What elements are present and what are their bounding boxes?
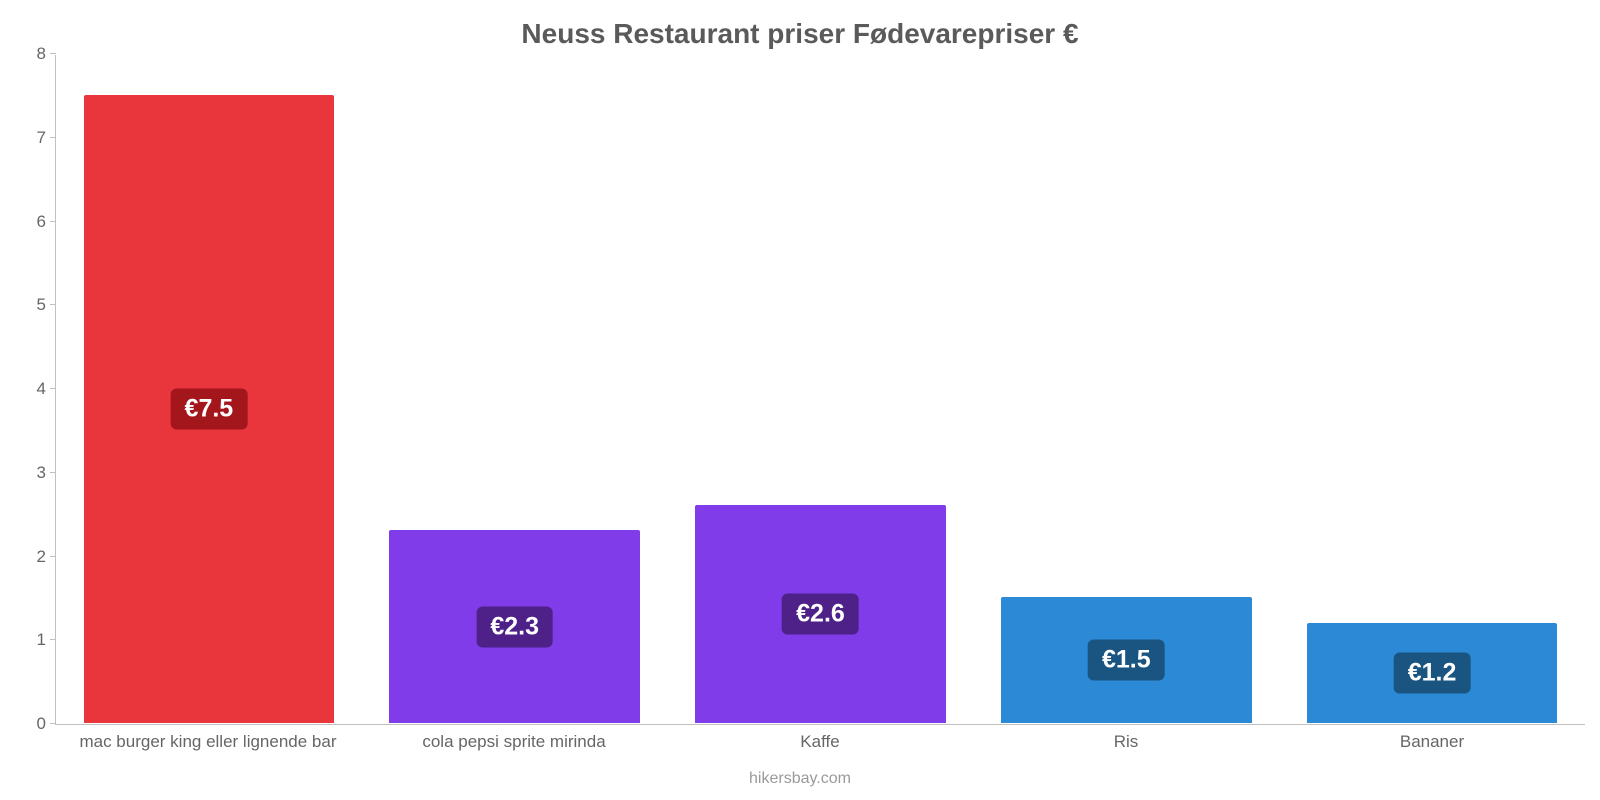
- bar-value-label: €7.5: [171, 388, 248, 429]
- y-tick-mark: [50, 556, 56, 557]
- y-tick-label: 2: [37, 547, 46, 567]
- y-tick-mark: [50, 388, 56, 389]
- price-bar-chart: Neuss Restaurant priser Fødevarepriser €…: [0, 0, 1600, 800]
- bars-group: €7.5 €2.3 €2.6 €1.5 €1.2: [56, 54, 1585, 723]
- y-tick-label: 4: [37, 379, 46, 399]
- bar-value-label: €2.3: [476, 606, 553, 647]
- y-tick-label: 1: [37, 630, 46, 650]
- bar-slot: €2.3: [362, 530, 668, 723]
- y-tick-mark: [50, 304, 56, 305]
- y-tick-mark: [50, 639, 56, 640]
- bar-value-label: €1.2: [1394, 652, 1471, 693]
- x-axis-category-label: Ris: [973, 732, 1279, 752]
- x-axis-category-label: Kaffe: [667, 732, 973, 752]
- x-axis-labels: mac burger king eller lignende barcola p…: [55, 732, 1585, 752]
- credit-text: hikersbay.com: [0, 770, 1600, 788]
- bar-value-label: €1.5: [1088, 640, 1165, 681]
- y-tick-label: 6: [37, 212, 46, 232]
- bar-slot: €1.5: [973, 597, 1279, 723]
- y-tick-label: 8: [37, 44, 46, 64]
- bar-value-label: €2.6: [782, 594, 859, 635]
- bar: €1.2: [1307, 623, 1558, 724]
- y-tick-mark: [50, 221, 56, 222]
- y-tick-mark: [50, 472, 56, 473]
- x-axis-category-label: mac burger king eller lignende bar: [55, 732, 361, 752]
- bar-slot: €2.6: [668, 505, 974, 723]
- bar: €2.3: [389, 530, 640, 723]
- bar-slot: €1.2: [1279, 623, 1585, 724]
- bar: €7.5: [84, 95, 335, 723]
- y-tick-mark: [50, 137, 56, 138]
- y-tick-mark: [50, 53, 56, 54]
- y-tick-label: 0: [37, 714, 46, 734]
- bar-slot: €7.5: [56, 95, 362, 723]
- y-tick-mark: [50, 723, 56, 724]
- y-tick-label: 5: [37, 295, 46, 315]
- y-tick-label: 3: [37, 463, 46, 483]
- y-tick-label: 7: [37, 128, 46, 148]
- bar: €1.5: [1001, 597, 1252, 723]
- chart-title: Neuss Restaurant priser Fødevarepriser €: [0, 18, 1600, 50]
- x-axis-category-label: cola pepsi sprite mirinda: [361, 732, 667, 752]
- bar: €2.6: [695, 505, 946, 723]
- x-axis-category-label: Bananer: [1279, 732, 1585, 752]
- plot-area: €7.5€2.3€2.6€1.5€1.2 012345678: [55, 55, 1585, 725]
